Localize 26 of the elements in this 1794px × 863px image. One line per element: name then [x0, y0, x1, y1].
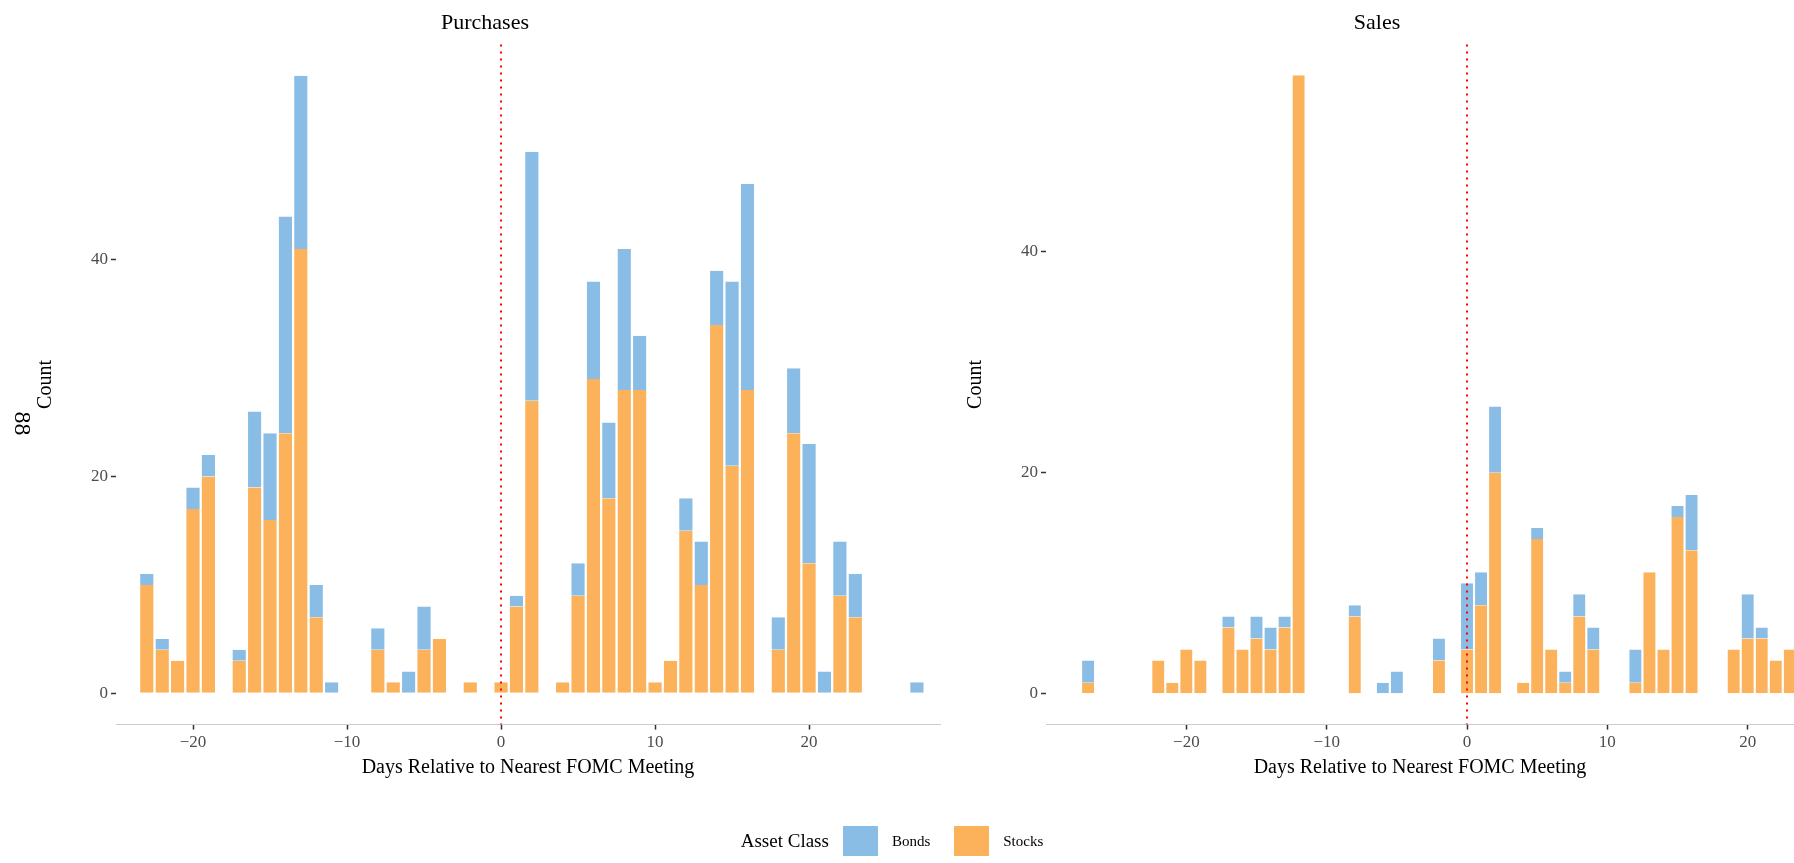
y-tick-label: 20 — [1021, 462, 1038, 482]
x-tick-label: 10 — [646, 732, 664, 752]
chart-title: Purchases — [441, 8, 529, 34]
x-tick-label: −20 — [1173, 732, 1200, 752]
y-tick-label: 0 — [99, 682, 108, 702]
chart-title: Sales — [1353, 8, 1401, 34]
y-tick-label: 20 — [91, 466, 108, 486]
x-tick-label: −10 — [1313, 732, 1340, 752]
y-axis-title: Count — [963, 359, 986, 409]
x-tick-label: −20 — [179, 732, 207, 752]
y-tick-label: 40 — [1021, 241, 1038, 261]
x-axis-title: Days Relative to Nearest FOMC Meeting — [1253, 755, 1587, 779]
legend-label: Stocks — [1003, 832, 1044, 850]
y-axis-title: Count — [33, 359, 56, 409]
x-tick-label: −10 — [333, 732, 361, 752]
x-tick-label: 0 — [1462, 732, 1472, 752]
x-axis-title: Days Relative to Nearest FOMC Meeting — [361, 755, 695, 779]
x-tick-label: 20 — [1739, 732, 1757, 752]
y-tick-label: 40 — [91, 249, 108, 269]
x-tick-label: 0 — [496, 732, 506, 752]
text: 88 — [8, 411, 36, 436]
y-tick-label: 0 — [1029, 683, 1038, 703]
legend-label: Bonds — [891, 832, 931, 850]
x-tick-label: 10 — [1598, 732, 1616, 752]
legend-title: Asset Class — [740, 830, 829, 852]
x-tick-label: 20 — [800, 732, 818, 752]
